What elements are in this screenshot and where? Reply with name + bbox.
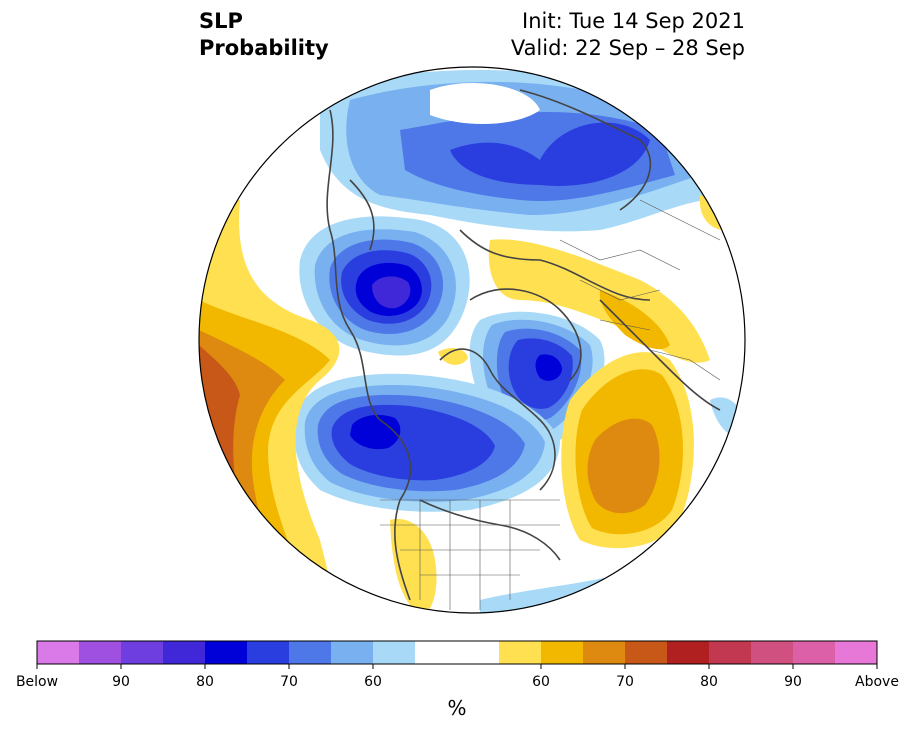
colorbar-swatch — [625, 641, 668, 664]
borders — [380, 199, 721, 610]
colorbar-swatch — [331, 641, 374, 664]
colorbar-swatch — [415, 641, 458, 664]
valid-range: Valid: 22 Sep – 28 Sep — [510, 36, 745, 60]
colorbar — [36, 640, 878, 669]
colorbar-swatch — [541, 641, 584, 664]
colorbar-swatch — [667, 641, 710, 664]
colorbar-swatch — [373, 641, 416, 664]
colorbar-tick-label: 80 — [196, 674, 214, 690]
colorbar-swatch — [121, 641, 164, 664]
colorbar-unit: % — [447, 696, 467, 720]
colorbar-swatch — [751, 641, 794, 664]
colorbar-swatch — [583, 641, 626, 664]
colorbar-swatch — [835, 641, 878, 664]
colorbar-tick-label: Below — [15, 674, 59, 690]
colorbar-tick-label: 90 — [112, 674, 130, 690]
colorbar-swatch — [205, 641, 248, 664]
probability-field — [199, 67, 745, 613]
title-line-2: Probability — [199, 36, 329, 60]
colorbar-tick-label: 70 — [616, 674, 634, 690]
colorbar-swatch — [247, 641, 290, 664]
forecast-dates: Init: Tue 14 Sep 2021 Valid: 22 Sep – 28… — [511, 8, 745, 62]
title-line-1: SLP — [199, 9, 243, 33]
colorbar-tick-label: 90 — [784, 674, 802, 690]
map-boundary — [198, 66, 746, 614]
colorbar-swatch — [499, 641, 542, 664]
colorbar-swatch — [793, 641, 836, 664]
colorbar-frame — [36, 640, 878, 665]
colorbar-swatch — [289, 641, 332, 664]
colorbar-swatch — [37, 641, 80, 664]
colorbar-tick-label: 60 — [532, 674, 550, 690]
colorbar-tick-label: 60 — [364, 674, 382, 690]
map-title: SLP Probability — [199, 8, 329, 62]
colorbar-tick-label: 80 — [700, 674, 718, 690]
init-date: Init: Tue 14 Sep 2021 — [522, 9, 745, 33]
colorbar-swatch — [709, 641, 752, 664]
colorbar-swatch — [457, 641, 500, 664]
colorbar-swatch — [79, 641, 122, 664]
colorbar-tick-label: 70 — [280, 674, 298, 690]
colorbar-swatch — [163, 641, 206, 664]
colorbar-tick-label: Above — [855, 674, 899, 690]
